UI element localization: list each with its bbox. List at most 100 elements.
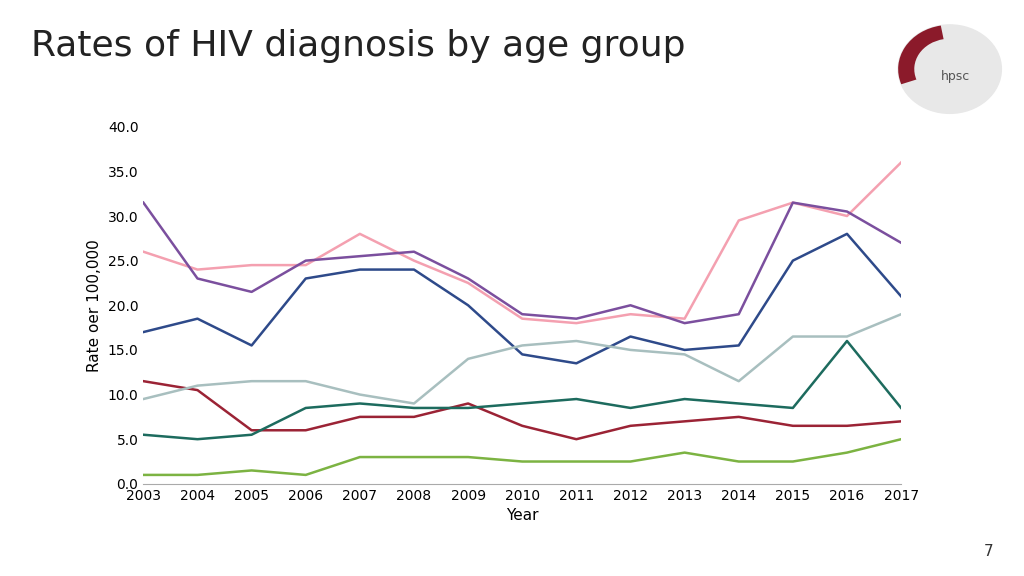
30-34 — [570, 315, 583, 322]
40-44 — [841, 333, 853, 340]
15-24 — [137, 378, 150, 385]
25-29 — [625, 311, 637, 318]
45-49 — [137, 431, 150, 438]
15-24 — [408, 414, 420, 420]
40-44 — [895, 311, 907, 318]
30-34 — [895, 240, 907, 247]
30-34 — [353, 253, 366, 260]
30-34 — [516, 311, 528, 318]
45-49 — [462, 404, 474, 411]
30-34 — [137, 199, 150, 206]
35-39 — [408, 266, 420, 273]
15-24 — [191, 386, 204, 393]
35-39 — [462, 302, 474, 309]
25-29 — [895, 159, 907, 166]
50+ — [137, 471, 150, 478]
Legend: 15-24, 25-29, 30-34, 35-39, 40-44, 45-49, 50+: 15-24, 25-29, 30-34, 35-39, 40-44, 45-49… — [209, 569, 836, 576]
25-29 — [246, 262, 258, 268]
Line: 40-44: 40-44 — [143, 314, 901, 403]
50+ — [625, 458, 637, 465]
25-29 — [191, 266, 204, 273]
35-39 — [300, 275, 312, 282]
45-49 — [246, 431, 258, 438]
50+ — [408, 454, 420, 461]
40-44 — [786, 333, 799, 340]
15-24 — [786, 422, 799, 429]
30-34 — [679, 320, 691, 327]
30-34 — [625, 302, 637, 309]
45-49 — [191, 435, 204, 442]
45-49 — [786, 404, 799, 411]
40-44 — [625, 346, 637, 353]
40-44 — [462, 355, 474, 362]
40-44 — [137, 396, 150, 403]
50+ — [462, 454, 474, 461]
25-29 — [462, 279, 474, 286]
15-24 — [300, 427, 312, 434]
40-44 — [300, 378, 312, 385]
50+ — [786, 458, 799, 465]
35-39 — [516, 351, 528, 358]
25-29 — [300, 262, 312, 268]
25-29 — [408, 257, 420, 264]
25-29 — [841, 213, 853, 219]
40-44 — [191, 382, 204, 389]
30-34 — [786, 199, 799, 206]
15-24 — [895, 418, 907, 425]
40-44 — [408, 400, 420, 407]
Y-axis label: Rate oer 100,000: Rate oer 100,000 — [87, 239, 102, 372]
50+ — [246, 467, 258, 474]
25-29 — [137, 248, 150, 255]
40-44 — [570, 338, 583, 344]
30-34 — [191, 275, 204, 282]
50+ — [895, 435, 907, 442]
40-44 — [353, 391, 366, 398]
Text: Rates of HIV diagnosis by age group: Rates of HIV diagnosis by age group — [31, 29, 685, 63]
25-29 — [570, 320, 583, 327]
50+ — [353, 454, 366, 461]
50+ — [191, 471, 204, 478]
X-axis label: Year: Year — [506, 508, 539, 523]
40-44 — [679, 351, 691, 358]
30-34 — [462, 275, 474, 282]
15-24 — [732, 414, 744, 420]
25-29 — [732, 217, 744, 224]
25-29 — [679, 315, 691, 322]
35-39 — [246, 342, 258, 349]
45-49 — [679, 396, 691, 403]
35-39 — [137, 328, 150, 335]
35-39 — [732, 342, 744, 349]
45-49 — [895, 404, 907, 411]
15-24 — [625, 422, 637, 429]
50+ — [841, 449, 853, 456]
35-39 — [786, 257, 799, 264]
Line: 25-29: 25-29 — [143, 162, 901, 323]
Text: 7: 7 — [984, 544, 993, 559]
30-34 — [841, 208, 853, 215]
50+ — [300, 471, 312, 478]
45-49 — [353, 400, 366, 407]
30-34 — [246, 289, 258, 295]
15-24 — [841, 422, 853, 429]
15-24 — [353, 414, 366, 420]
Line: 35-39: 35-39 — [143, 234, 901, 363]
45-49 — [732, 400, 744, 407]
25-29 — [516, 315, 528, 322]
50+ — [732, 458, 744, 465]
Line: 15-24: 15-24 — [143, 381, 901, 439]
30-34 — [300, 257, 312, 264]
15-24 — [679, 418, 691, 425]
Line: 50+: 50+ — [143, 439, 901, 475]
40-44 — [516, 342, 528, 349]
40-44 — [732, 378, 744, 385]
25-29 — [353, 230, 366, 237]
35-39 — [679, 346, 691, 353]
30-34 — [732, 311, 744, 318]
50+ — [679, 449, 691, 456]
15-24 — [246, 427, 258, 434]
Wedge shape — [898, 25, 943, 84]
45-49 — [408, 404, 420, 411]
Line: 30-34: 30-34 — [143, 203, 901, 323]
45-49 — [625, 404, 637, 411]
45-49 — [516, 400, 528, 407]
